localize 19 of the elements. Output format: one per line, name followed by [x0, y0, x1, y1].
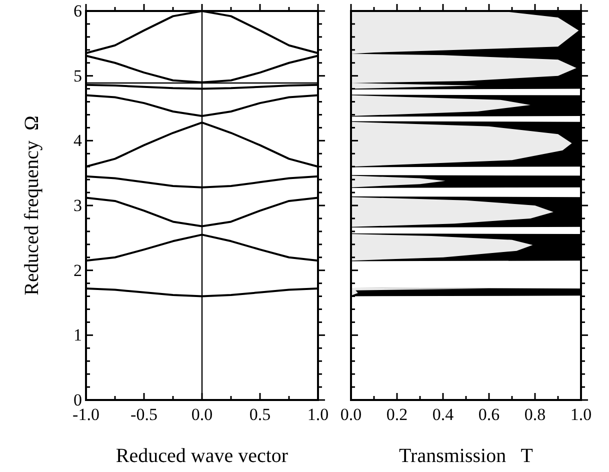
y-tick-label: 1: [74, 326, 82, 345]
y-tick-label: 6: [74, 1, 82, 20]
x-tick-label: -0.5: [130, 405, 158, 424]
x-tick-label: 0.2: [386, 405, 408, 424]
x-tick-label: 0.6: [478, 405, 500, 424]
x-tick-label: 1.0: [307, 405, 329, 424]
x-tick-label: 0.5: [249, 405, 271, 424]
y-tick-label: 5: [74, 66, 82, 86]
y-tick-label: 3: [74, 196, 82, 215]
y-tick-label: 4: [74, 131, 82, 150]
x-tick-label: 0.0: [191, 405, 213, 424]
x-axis-title: Transmission T: [399, 445, 533, 467]
x-tick-label: 0.8: [524, 405, 546, 424]
x-tick-label: 0.4: [432, 405, 454, 424]
y-tick-label: 2: [74, 260, 82, 280]
x-tick-label: 0.0: [340, 405, 362, 424]
x-tick-label: 1.0: [570, 405, 592, 424]
x-axis-title: Reduced wave vector: [116, 445, 288, 467]
y-axis-title: Reduced frequency Ω: [21, 116, 43, 296]
